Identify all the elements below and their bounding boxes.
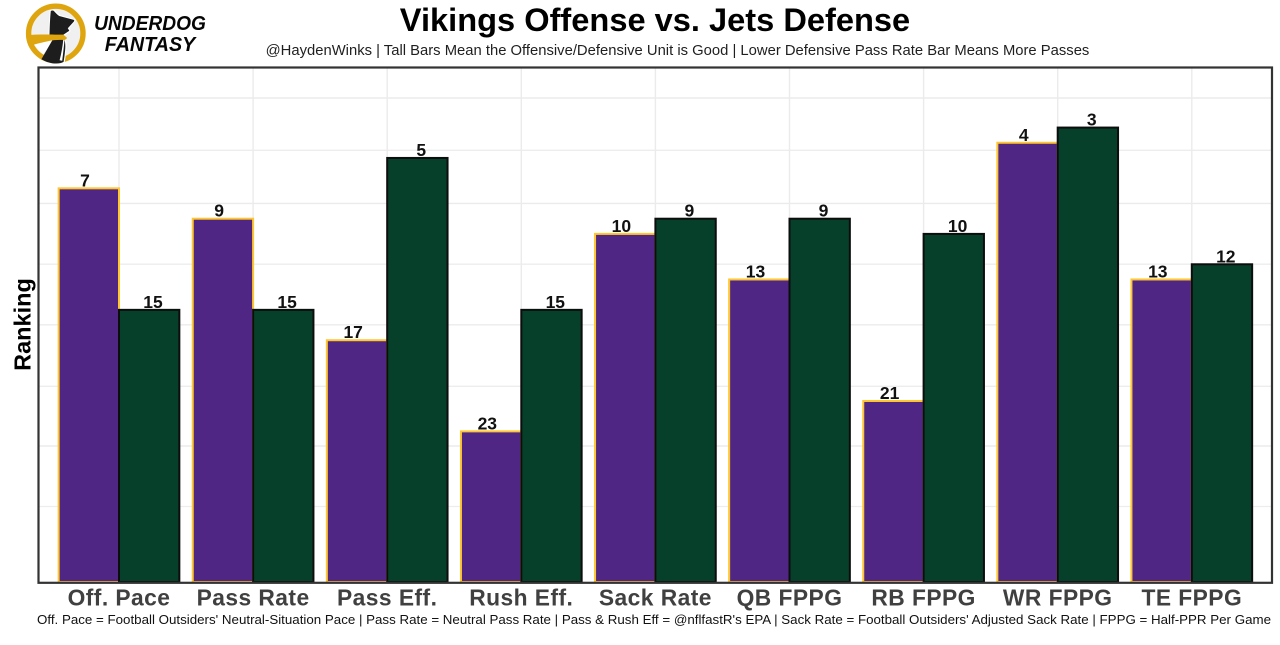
svg-text:15: 15 xyxy=(546,292,566,312)
svg-text:RB FPPG: RB FPPG xyxy=(871,584,975,610)
svg-text:9: 9 xyxy=(685,201,695,221)
svg-text:10: 10 xyxy=(948,216,968,236)
svg-text:4: 4 xyxy=(1019,125,1029,145)
svg-text:Pass Rate: Pass Rate xyxy=(197,584,310,610)
svg-text:15: 15 xyxy=(277,292,297,312)
svg-text:@HaydenWinks | Tall Bars Mean: @HaydenWinks | Tall Bars Mean the Offens… xyxy=(266,43,1090,59)
svg-text:Rush Eff.: Rush Eff. xyxy=(469,584,573,610)
svg-text:3: 3 xyxy=(1087,110,1097,130)
svg-text:9: 9 xyxy=(819,201,829,221)
svg-text:15: 15 xyxy=(143,292,163,312)
svg-text:5: 5 xyxy=(416,140,426,160)
svg-text:Ranking: Ranking xyxy=(10,278,36,371)
svg-text:TE FPPG: TE FPPG xyxy=(1141,584,1242,610)
svg-text:Off. Pace = Football Outsiders: Off. Pace = Football Outsiders' Neutral-… xyxy=(37,612,1271,627)
svg-text:17: 17 xyxy=(343,322,362,342)
svg-text:13: 13 xyxy=(746,262,766,282)
svg-text:UNDERDOG: UNDERDOG xyxy=(94,13,206,35)
svg-text:10: 10 xyxy=(612,216,632,236)
svg-text:12: 12 xyxy=(1216,246,1236,266)
svg-text:QB FPPG: QB FPPG xyxy=(737,584,843,610)
svg-text:9: 9 xyxy=(214,201,224,221)
svg-text:Sack Rate: Sack Rate xyxy=(599,584,712,610)
svg-text:13: 13 xyxy=(1148,262,1168,282)
svg-text:21: 21 xyxy=(880,383,900,403)
svg-text:FANTASY: FANTASY xyxy=(105,34,197,56)
svg-text:7: 7 xyxy=(80,170,90,190)
svg-text:Vikings Offense vs. Jets Defen: Vikings Offense vs. Jets Defense xyxy=(400,1,910,38)
svg-text:Off. Pace: Off. Pace xyxy=(68,584,171,610)
svg-text:WR FPPG: WR FPPG xyxy=(1003,584,1113,610)
svg-text:23: 23 xyxy=(478,413,498,433)
svg-text:Pass Eff.: Pass Eff. xyxy=(337,584,437,610)
